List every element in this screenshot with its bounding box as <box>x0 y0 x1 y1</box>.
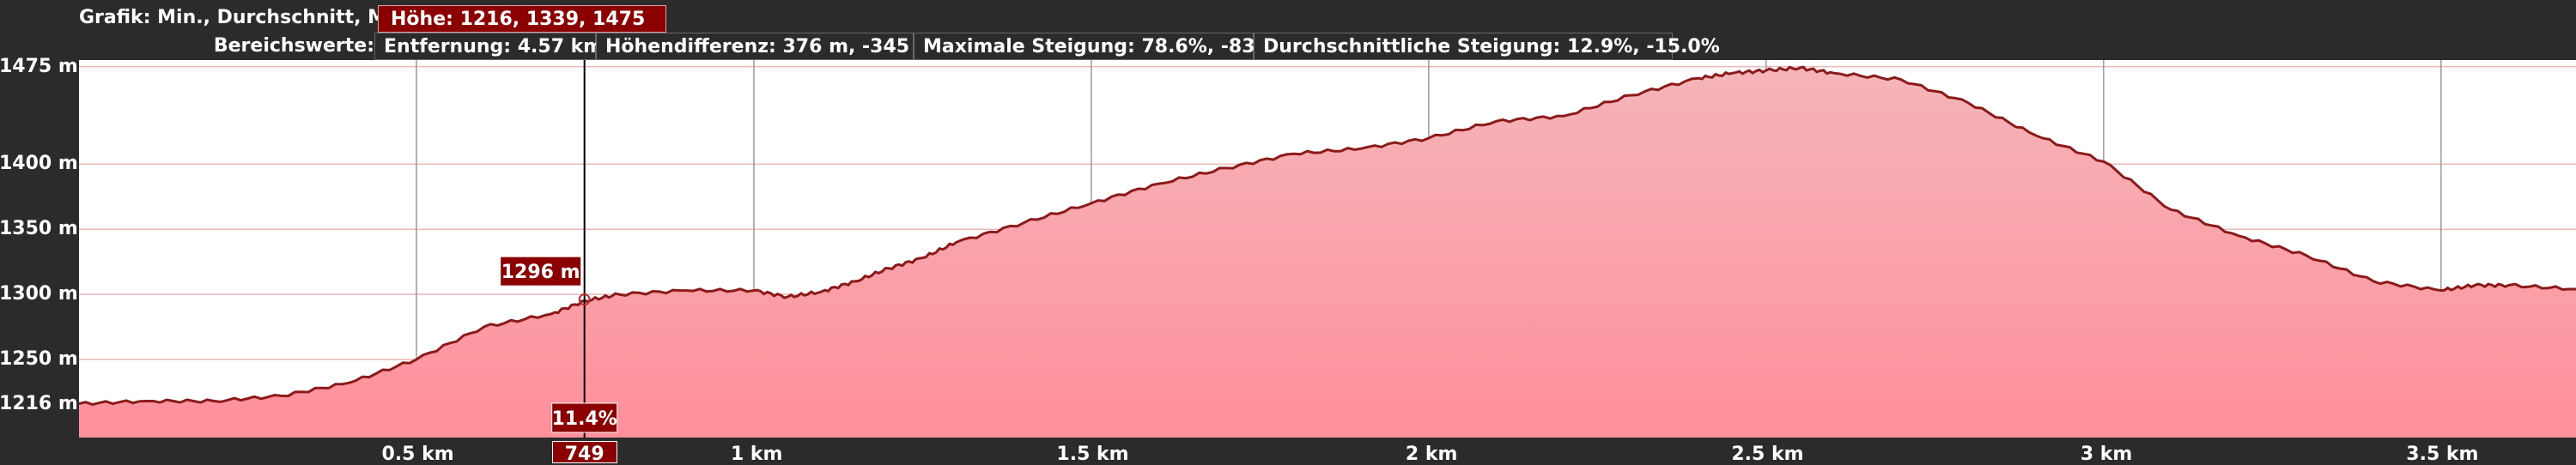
bereichswerte-label: Bereichswerte: <box>213 35 374 57</box>
cursor-elevation-label: 1296 m <box>501 262 580 283</box>
y-tick-label: 1350 m <box>0 218 78 240</box>
x-tick-label: 3.5 km <box>2406 444 2479 465</box>
y-tick-label: 1475 m <box>0 55 78 77</box>
cursor-marker <box>578 293 591 306</box>
grafik-label: Grafik: Min., Durchschnitt, Max. <box>79 7 419 28</box>
cursor-slope-badge-bg <box>551 402 618 433</box>
cursor-elevation-badge-bg <box>500 256 582 287</box>
avg-slope-stat: Durchschnittliche Steigung: 12.9%, -15.0… <box>1254 33 1720 60</box>
y-tick-label: 1216 m <box>0 392 78 414</box>
elevation-chart[interactable]: 1296 m 11.4% <box>78 60 2576 438</box>
y-tick-label: 1300 m <box>0 283 78 305</box>
y-tick-label: 1400 m <box>0 153 78 175</box>
x-tick-label: 1 km <box>730 444 783 465</box>
range-stats-row: Bereichswerte: Entfernung: 4.57 km Höhen… <box>0 33 2576 60</box>
x-tick-label: 3 km <box>2080 444 2133 465</box>
hoehe-badge: Höhe: 1216, 1339, 1475 m <box>378 5 666 57</box>
cursor-slope-label: 11.4% <box>552 408 617 430</box>
x-tick-label: 1.5 km <box>1056 444 1129 465</box>
cursor-distance-badge: 749 m <box>551 441 617 463</box>
x-tick-label: 0.5 km <box>381 444 454 465</box>
y-tick-label: 1250 m <box>0 347 78 370</box>
x-tick-label: 2 km <box>1405 444 1458 465</box>
header-row: Grafik: Min., Durchschnitt, Max. Höhe: 1… <box>0 3 2576 57</box>
elevation-line <box>78 65 2576 407</box>
elevation-profile-svg[interactable]: 1296 m 11.4% <box>78 60 2576 438</box>
distance-stat: Entfernung: 4.57 km <box>374 33 603 60</box>
elevation-area <box>79 67 2576 438</box>
x-tick-label: 2.5 km <box>1731 444 1804 465</box>
max-slope-stat: Maximale Steigung: 78.6%, -83.3% <box>914 33 1294 60</box>
elevation-difference-stat: Höhendifferenz: 376 m, -345 m <box>596 33 936 60</box>
x-axis-bar <box>0 438 2576 456</box>
